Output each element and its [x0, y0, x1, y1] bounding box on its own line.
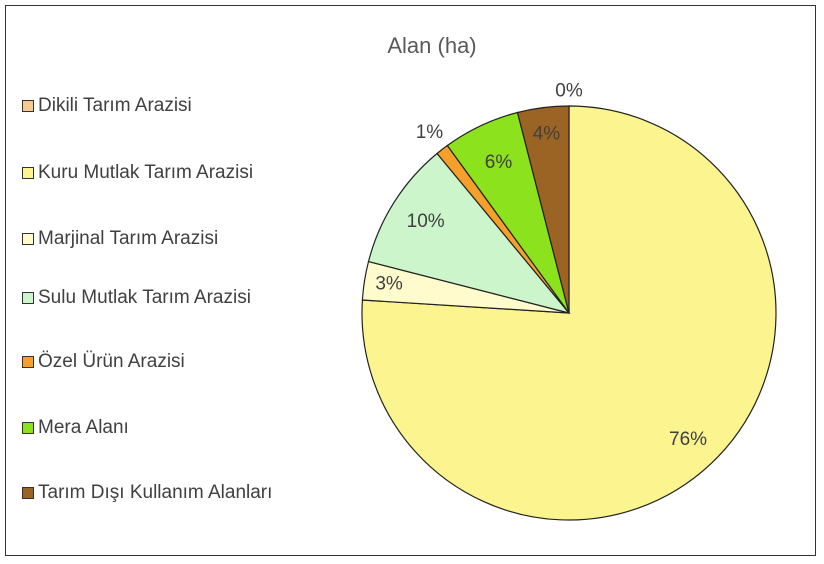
data-label: 3% [375, 274, 403, 295]
legend-label: Tarım Dışı Kullanım Alanları [38, 482, 273, 503]
legend-item: Sulu Mutlak Tarım Arazisi [22, 286, 298, 310]
legend-label: Sulu Mutlak Tarım Arazisi [38, 287, 251, 308]
legend-swatch [22, 487, 34, 499]
chart-title: Alan (ha) [387, 33, 476, 58]
legend-item: Mera Alanı [22, 416, 298, 440]
legend-swatch [22, 233, 34, 245]
legend-item: Özel Ürün Arazisi [22, 350, 298, 374]
data-label: 0% [555, 81, 583, 102]
legend-item: Tarım Dışı Kullanım Alanları [22, 481, 298, 505]
pie-slice [361, 105, 777, 521]
legend-swatch [22, 422, 34, 434]
legend-item: Marjinal Tarım Arazisi [22, 227, 298, 251]
legend-swatch [22, 356, 34, 368]
legend-label: Marjinal Tarım Arazisi [38, 228, 219, 249]
data-label: 1% [416, 122, 444, 143]
legend-label: Kuru Mutlak Tarım Arazisi [38, 162, 254, 183]
data-label: 76% [669, 429, 707, 450]
legend-item: Kuru Mutlak Tarım Arazisi [22, 161, 298, 185]
legend-swatch [22, 292, 34, 304]
legend-label: Özel Ürün Arazisi [38, 351, 185, 372]
legend-label: Dikili Tarım Arazisi [38, 95, 192, 116]
data-label: 10% [407, 211, 445, 232]
data-label: 4% [533, 123, 561, 144]
frame [5, 5, 816, 556]
legend-swatch [22, 100, 34, 112]
pie-slice [367, 152, 571, 315]
pie-slice [516, 105, 570, 314]
legend-label: Mera Alanı [38, 417, 129, 438]
legend-item: Dikili Tarım Arazisi [22, 94, 298, 118]
data-label: 6% [485, 152, 513, 173]
legend-swatch [22, 167, 34, 179]
